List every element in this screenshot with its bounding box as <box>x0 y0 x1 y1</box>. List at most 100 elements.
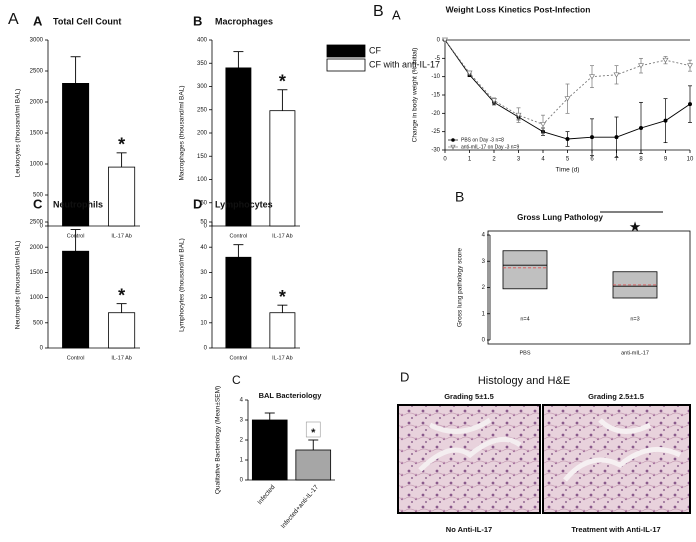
x-tick-label: Control <box>230 233 248 239</box>
legend-label: CF with anti-IL-17 <box>369 59 440 69</box>
point <box>588 74 596 80</box>
y-tick-label: 1000 <box>30 162 44 168</box>
x-tick-label: 4 <box>541 157 545 163</box>
y-tick-label: 2500 <box>30 69 44 75</box>
bar <box>269 312 296 349</box>
y-tick-label: 0 <box>40 346 44 352</box>
panel-letter: B <box>373 3 384 20</box>
annotation: * <box>311 427 316 439</box>
bar <box>225 256 252 349</box>
point <box>662 57 669 64</box>
y-axis-label: Lymphocytes (thousand/ml BAL) <box>179 238 186 332</box>
chart-letter: B <box>193 13 202 28</box>
y-tick-label: 10 <box>200 320 207 326</box>
y-tick-label: 300 <box>197 84 208 90</box>
y-tick-label: 50 <box>200 200 207 206</box>
y-axis-label: Gross lung pathology score <box>457 248 464 328</box>
y-tick-label: 3 <box>240 418 244 424</box>
y-axis-label: Change in body weight (% initial) <box>412 48 419 143</box>
x-tick-label: PBS <box>519 350 530 356</box>
x-tick-label: 10 <box>687 157 694 163</box>
chart-title: Neutrophils <box>53 199 103 209</box>
bar <box>251 419 288 481</box>
annotation: * <box>279 72 286 92</box>
y-tick-label: -20 <box>431 111 440 117</box>
y-tick-label: 500 <box>33 193 44 199</box>
point <box>590 135 594 140</box>
histology-letter: D <box>400 369 409 384</box>
x-tick-label: 8 <box>639 157 643 163</box>
x-tick-label: 0 <box>443 157 447 163</box>
y-tick-label: -25 <box>431 129 440 135</box>
tissue-airway <box>563 418 682 482</box>
point <box>490 98 498 104</box>
histology-caption: Treatment with Anti-IL-17 <box>571 525 660 534</box>
y-tick-label: 350 <box>197 61 208 67</box>
tissue-airway <box>418 417 522 472</box>
panel-letter: A <box>8 11 19 28</box>
y-axis-label: Neutrophils (thousand/ml BAL) <box>15 241 22 330</box>
x-tick-label: 9 <box>664 157 668 163</box>
chart-letter: C <box>33 196 43 211</box>
y-tick-label: 200 <box>197 131 208 137</box>
x-tick-label: IL-17 Ab <box>272 355 293 361</box>
y-tick-label: 400 <box>197 38 208 44</box>
bar <box>62 83 90 227</box>
point <box>663 118 668 123</box>
y-tick-label: -10 <box>431 74 440 80</box>
y-tick-label: 2 <box>482 285 486 291</box>
chart-letter: A <box>392 7 401 22</box>
histology-caption: No Anti-IL-17 <box>446 525 492 534</box>
x-tick-label: Control <box>230 355 248 361</box>
x-tick-label: 7 <box>615 157 619 163</box>
x-tick-label: IL-17 Ab <box>272 233 293 239</box>
chart-letter: B <box>455 189 464 205</box>
point <box>686 63 694 69</box>
x-tick-label: IL-17 Ab <box>111 233 132 239</box>
x-tick-label: 2 <box>492 157 496 163</box>
chart-title: Macrophages <box>215 16 273 26</box>
y-tick-label: 1 <box>482 311 486 317</box>
x-tick-label: 3 <box>517 157 521 163</box>
y-tick-label: 1500 <box>30 270 44 276</box>
grading-label: Grading 5±1.5 <box>444 392 494 401</box>
chart-letter: D <box>193 196 202 211</box>
y-tick-label: 1500 <box>30 131 44 137</box>
bar <box>295 449 332 481</box>
n-label: n=3 <box>630 316 639 322</box>
annotation: * <box>118 135 125 155</box>
chart-title: Weight Loss Kinetics Post-Infection <box>446 4 591 14</box>
y-axis-label: Macrophages (thousand/ml BAL) <box>179 85 186 180</box>
point <box>441 37 449 43</box>
n-label: n=4 <box>520 316 529 322</box>
y-tick-label: 0 <box>437 38 441 44</box>
y-tick-label: -5 <box>435 56 441 62</box>
y-tick-label: 2000 <box>30 245 44 251</box>
y-tick-label: 4 <box>482 233 486 239</box>
y-tick-label: -30 <box>431 148 440 154</box>
y-axis-label: Leukocytes (thousand/ml BAL) <box>15 89 22 178</box>
y-tick-label: 250 <box>197 107 208 113</box>
y-tick-label: 0 <box>204 224 208 230</box>
y-axis-label: Qualitative Bacteriology (Mean±SEM) <box>215 386 222 494</box>
grading-label: Grading 2.5±1.5 <box>588 392 644 401</box>
chart-title: Total Cell Count <box>53 16 121 26</box>
x-axis-label: Time (d) <box>556 167 580 174</box>
chart-title: BAL Bacteriology <box>259 391 323 400</box>
point <box>466 70 473 76</box>
legend-label: PBS on Day -3 n=8 <box>461 137 504 143</box>
bar <box>269 110 296 227</box>
y-tick-label: 0 <box>204 346 208 352</box>
chart-title: Gross Lung Pathology <box>517 213 603 222</box>
x-tick-label: 5 <box>566 157 570 163</box>
y-tick-label: 500 <box>33 320 44 326</box>
y-tick-label: 20 <box>200 295 207 301</box>
y-tick-label: 40 <box>200 245 207 251</box>
annotation: * <box>118 285 125 305</box>
y-tick-label: 3 <box>482 259 486 265</box>
point <box>637 63 645 69</box>
x-tick-label: 6 <box>590 157 594 163</box>
annotation-box <box>305 421 321 438</box>
point <box>688 102 692 107</box>
